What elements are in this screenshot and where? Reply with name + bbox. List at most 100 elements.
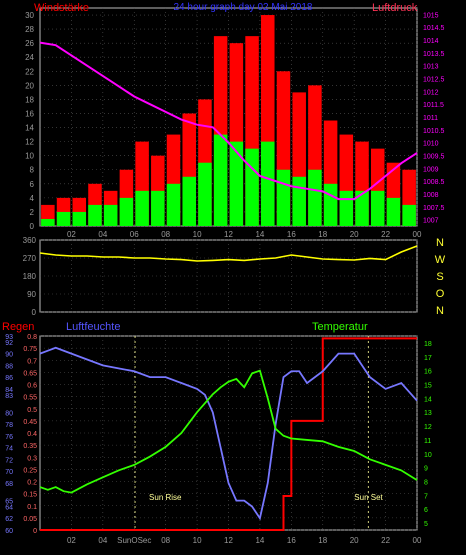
pressure-title: Luftdruck: [372, 2, 418, 14]
wind-y-tick-label: 4: [30, 194, 35, 203]
wind-mean-bar: [370, 190, 385, 226]
direction-grid: [40, 239, 418, 313]
temperature-y-tick-label: 10: [424, 452, 432, 459]
wind-y-tick-label: 0: [30, 222, 35, 231]
pressure-y-tick-label: 1013.5: [423, 51, 445, 58]
compass-label: O: [436, 288, 445, 300]
pressure-y-axis: 1015 1014.5 1014 1013.5 1013 1012.5 1012 1011.5…: [423, 12, 445, 224]
humidity-x-tick-label: SunOSec: [117, 536, 151, 545]
wind-x-tick-label: 20: [350, 230, 359, 239]
wind-y-tick-label: 20: [25, 81, 34, 90]
wind-y-tick-label: 10: [25, 152, 34, 161]
humidity-y-tick-label: 68: [5, 481, 13, 488]
rain-y-tick-label: 0.15: [23, 492, 37, 499]
humidity-y-tick-label: 92: [5, 340, 13, 347]
humidity-y-tick-label: 88: [5, 363, 13, 370]
wind-y-tick-label: 6: [30, 180, 35, 189]
humidity-y-tick-label: 84: [5, 387, 13, 394]
temperature-series-line: [39, 369, 418, 494]
wind-mean-bar: [135, 190, 149, 226]
wind-y-tick-label: 14: [25, 124, 34, 133]
humidity-x-axis: 02 04 SunOSec 08 10 12 14 16 18 20 22 00: [67, 536, 422, 545]
wind-mean-bar: [166, 183, 181, 226]
humidity-x-tick-label: 08: [161, 536, 170, 545]
humidity-y-tick-label: 72: [5, 457, 13, 464]
humidity-y-tick-label: 76: [5, 434, 13, 441]
pressure-y-tick-label: 1007.5: [423, 205, 445, 212]
direction-y-tick-label: 90: [27, 290, 36, 299]
wind-x-tick-label: 18: [318, 230, 327, 239]
wind-mean-bar: [151, 190, 165, 226]
pressure-y-tick-label: 1007: [423, 218, 439, 225]
pressure-y-tick-label: 1010: [423, 141, 439, 148]
humidity-x-tick-label: 10: [193, 536, 202, 545]
pressure-series-line: [39, 41, 418, 201]
wind-mean-bar: [402, 204, 416, 226]
wind-mean-bar: [339, 190, 354, 226]
humidity-y-tick-label: 90: [5, 352, 13, 359]
pressure-y-tick-label: 1011.5: [423, 102, 444, 109]
wind-y-tick-label: 22: [25, 67, 34, 76]
direction-series-line: [39, 245, 418, 262]
wind-x-tick-label: 00: [413, 230, 422, 239]
temperature-y-tick-label: 11: [424, 438, 431, 445]
wind-x-tick-label: 10: [193, 230, 202, 239]
wind-y-tick-label: 26: [25, 39, 34, 48]
humidity-x-tick-label: 12: [224, 536, 233, 545]
wind-x-tick-label: 08: [161, 230, 170, 239]
compass-label: N: [436, 305, 444, 317]
wind-mean-bar: [245, 148, 259, 226]
pressure-y-tick-label: 1008.5: [423, 179, 445, 186]
direction-y-tick-label: 360: [23, 236, 37, 245]
wind-mean-bar: [355, 190, 369, 226]
humidity-y-tick-label: 60: [5, 528, 13, 535]
rain-y-tick-label: 0.6: [27, 383, 37, 390]
wind-mean-bar: [198, 162, 212, 226]
compass-label: S: [436, 271, 443, 283]
rain-y-tick-label: 0.25: [23, 467, 37, 474]
wind-title: Windstärke: [34, 2, 89, 14]
humidity-temp-panel: Sun Rise Sun Set 939290888684838078767472…: [2, 321, 432, 545]
temperature-y-tick-label: 14: [424, 396, 432, 403]
wind-x-tick-label: 16: [287, 230, 296, 239]
wind-mean-bar: [386, 197, 401, 226]
pressure-y-tick-label: 1013: [423, 64, 439, 71]
wind-bars: [41, 15, 416, 227]
rain-y-tick-label: 0.1: [27, 504, 37, 511]
rain-y-tick-label: 0.75: [23, 346, 37, 353]
wind-mean-bar: [276, 169, 291, 226]
humidity-y-tick-label: 62: [5, 516, 13, 523]
compass-label: W: [435, 254, 446, 266]
rain-title: Regen: [2, 321, 34, 333]
rain-y-tick-label: 0.45: [23, 419, 37, 426]
compass-label: N: [436, 237, 444, 249]
humidity-y-tick-label: 80: [5, 410, 13, 417]
temperature-y-tick-label: 8: [424, 480, 428, 487]
rain-y-tick-label: 0.05: [23, 516, 37, 523]
wind-x-tick-label: 02: [67, 230, 76, 239]
humidity-y-tick-label: 70: [5, 469, 13, 476]
humidity-x-tick-label: 16: [287, 536, 296, 545]
temperature-y-tick-label: 6: [424, 507, 428, 514]
pressure-y-tick-label: 1008: [423, 192, 439, 199]
wind-mean-bar: [261, 141, 275, 226]
wind-mean-bar: [56, 211, 71, 226]
humidity-x-tick-label: 22: [381, 536, 390, 545]
wind-x-tick-label: 22: [381, 230, 390, 239]
rain-y-tick-label: 0.8: [27, 334, 37, 341]
direction-y-tick-label: 180: [23, 272, 37, 281]
direction-line: [39, 245, 418, 262]
pressure-y-tick-label: 1011: [423, 115, 438, 122]
temperature-y-tick-label: 17: [424, 355, 432, 362]
humidity-y-axes: 9392908886848380787674727068656462600.80…: [5, 334, 432, 535]
wind-y-tick-label: 16: [25, 109, 34, 118]
direction-y-tick-label: 270: [23, 254, 37, 263]
humidity-y-tick-label: 93: [5, 334, 13, 341]
wind-y-tick-label: 30: [25, 11, 34, 20]
temperature-y-tick-label: 13: [424, 410, 432, 417]
wind-y-tick-label: 8: [30, 166, 35, 175]
sunrise-label: Sun Rise: [149, 493, 182, 502]
sunset-label: Sun Set: [354, 493, 383, 502]
humidity-x-tick-label: 02: [67, 536, 76, 545]
